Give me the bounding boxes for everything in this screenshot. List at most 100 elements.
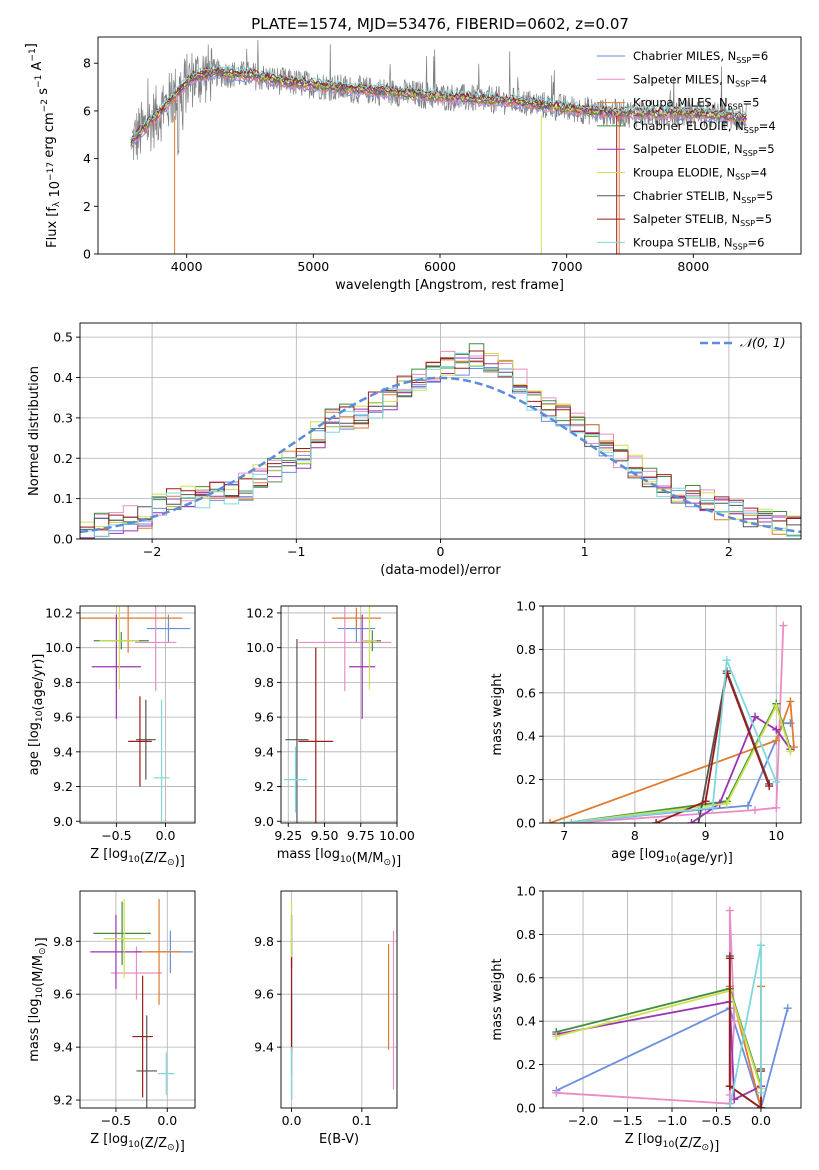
label-part: Z [: [90, 847, 108, 862]
y-tick-label: 10.0: [246, 640, 274, 655]
x-tick-label: 9.75: [347, 828, 375, 843]
weight-marker-salpeter-miles: [725, 906, 734, 915]
weight-marker-kroupa-miles: [546, 819, 555, 823]
legend-sub: SSP: [740, 219, 755, 228]
label-sub: 10: [128, 855, 140, 865]
y-tick-label: 9.6: [254, 710, 274, 725]
label-sub: 10: [128, 1140, 140, 1150]
plot-area: [80, 343, 801, 539]
age-vs-mass-axes: 9.25 9.50 9.75 10.00 9.0 9.2 9.4 9.6 9.8 10.0 10.2…: [246, 605, 415, 869]
x-tick-label: −0.5: [101, 828, 131, 843]
legend-text: Kroupa STELIB, N: [633, 235, 733, 249]
axis-label: mass [log10(M/M⊙)]: [277, 847, 401, 869]
errorbar-salpeter-miles: [298, 606, 392, 692]
errorbar-salpeter-stelib: [128, 696, 152, 787]
weight-marker-kroupa-stelib: [708, 803, 717, 812]
axes-frame: [97, 36, 802, 255]
axis-label: mass [log10(M/M⊙)]: [27, 937, 49, 1061]
y-tick-label: 0.4: [53, 370, 73, 385]
label-sub: 10: [340, 855, 352, 865]
label-sub: ⊙: [167, 858, 175, 868]
y-tick-label: 9.0: [254, 814, 274, 829]
legend-label-normal: 𝒩(0, 1): [740, 335, 786, 350]
weight-marker-chabrier-miles: [743, 801, 752, 810]
label-part: erg cm: [42, 112, 57, 161]
errorbar-salpeter-stelib: [298, 647, 334, 823]
weight-marker-salpeter-stelib: [701, 797, 710, 806]
label-part: Flux [f: [45, 207, 60, 248]
errorbar-salpeter-miles: [110, 946, 163, 1000]
y-tick-label: 0.4: [516, 729, 536, 744]
x-tick-label: 6000: [424, 259, 456, 274]
label-part: )]: [34, 937, 49, 947]
x-tick-label: 5000: [297, 259, 329, 274]
weight-marker-salpeter-elodie: [751, 712, 760, 721]
label-part: log: [27, 722, 42, 742]
errorbar-salpeter-miles: [135, 606, 177, 692]
legend-sub: SSP: [743, 149, 758, 158]
legend-sub: SSP: [741, 196, 756, 205]
y-tick-label: 0: [83, 247, 91, 262]
axis-label: wavelength [Angstrom, rest frame]: [335, 278, 564, 293]
y-tick-label: 9.6: [53, 987, 73, 1002]
errorbar-kroupa-stelib: [158, 1052, 175, 1095]
label-part: wavelength [Angstrom, rest frame]: [335, 278, 564, 293]
legend-text: =4: [759, 119, 776, 133]
plot-area: [90, 898, 193, 1108]
label-part: )]: [175, 1139, 185, 1154]
x-tick-label: 4000: [171, 259, 203, 274]
y-tick-label: 0.6: [516, 685, 536, 700]
label-sup: −1: [34, 75, 44, 88]
x-tick-label: 7: [560, 828, 568, 843]
model-spectrum-kroupa-stelib: [130, 64, 747, 141]
y-tick-label: 0.5: [53, 330, 73, 345]
y-tick-label: 9.8: [53, 675, 73, 690]
label-part: log: [645, 847, 665, 862]
x-tick-label: −2.0: [568, 1113, 598, 1128]
legend-text: Salpeter STELIB, N: [633, 212, 740, 226]
y-tick-label: 0.0: [53, 532, 73, 547]
weight-marker-kroupa-stelib: [560, 819, 569, 823]
y-tick-label: 9.8: [254, 934, 274, 949]
label-sup: −17: [46, 162, 56, 181]
plot-area: [283, 606, 392, 823]
label-part: ]: [24, 43, 39, 48]
label-part: (age/yr)]: [31, 654, 46, 711]
weight-marker-salpeter-stelib: [756, 1104, 765, 1108]
label-part: log: [320, 847, 340, 862]
label-part: (Z/Z: [140, 851, 167, 866]
label-part: )]: [391, 854, 401, 869]
axis-label: mass weight: [490, 958, 505, 1040]
weight-marker-kroupa-stelib: [772, 777, 781, 786]
legend-label-salpeter-miles: Salpeter MILES, NSSP=4: [633, 72, 767, 88]
age-vs-z-axes: −0.5 0.09.09.29.49.69.810.010.2Z [log10(Z…: [27, 605, 196, 869]
axes-frame: [280, 890, 398, 1109]
axis-label: Flux [fλ 10−17 erg cm−2 s−1 A−1]: [24, 43, 63, 248]
weight-marker-kroupa-stelib: [722, 656, 731, 665]
legend-label-salpeter-stelib: Salpeter STELIB, NSSP=5: [633, 212, 772, 228]
y-tick-label: 9.8: [254, 675, 274, 690]
weight-marker-kroupa-elodie: [552, 1032, 561, 1041]
label-part: log: [27, 999, 42, 1019]
axes-frame: [542, 605, 802, 824]
weight-marker-salpeter-miles: [779, 621, 788, 630]
y-tick-label: 0.0: [516, 1101, 536, 1116]
weight-marker-kroupa-stelib: [756, 941, 765, 950]
label-part: Normed distribution: [27, 366, 42, 496]
legend-label-kroupa-stelib: Kroupa STELIB, NSSP=6: [633, 235, 764, 251]
label-sub: ⊙: [383, 858, 391, 868]
axis-label: (data-model)/error: [380, 563, 501, 578]
plot-area: [80, 606, 191, 823]
y-tick-label: 0.8: [516, 642, 536, 657]
x-tick-label: 2: [725, 544, 733, 559]
axes-frame: [280, 605, 398, 824]
label-part: (M/M: [352, 851, 384, 866]
x-tick-label: −0.5: [701, 1113, 731, 1128]
weight-line-kroupa-miles: [549, 701, 795, 823]
errorbar-chabrier-stelib: [136, 1015, 158, 1108]
errorbar-salpeter-elodie: [91, 614, 141, 719]
weight-marker-salpeter-miles: [730, 1017, 739, 1026]
errorbar-kroupa-stelib: [283, 746, 308, 813]
model-spectrum-kroupa-elodie: [130, 68, 747, 140]
plot-area: [552, 906, 792, 1108]
